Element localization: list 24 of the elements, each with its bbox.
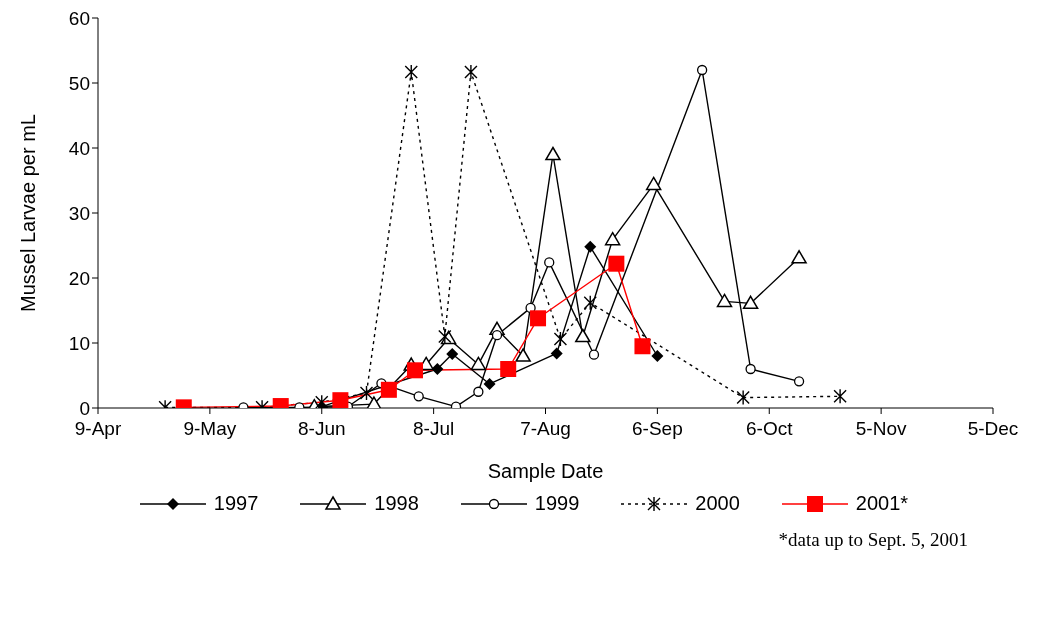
x-tick-label: 9-Apr bbox=[74, 418, 122, 440]
y-tick-label: 0 bbox=[79, 397, 90, 419]
legend-label: 1998 bbox=[374, 492, 419, 515]
x-tick-label: 8-Jul bbox=[413, 418, 455, 440]
y-tick-label: 20 bbox=[68, 267, 90, 289]
y-axis-title: Mussel Larvae per mL bbox=[17, 114, 40, 312]
x-tick-label: 9-May bbox=[183, 418, 237, 440]
y-tick-label: 30 bbox=[68, 202, 90, 224]
x-tick-label: 5-Dec bbox=[967, 418, 1019, 440]
x-tick-label: 7-Aug bbox=[520, 418, 571, 440]
y-tick-label: 10 bbox=[68, 332, 90, 354]
y-tick-label: 60 bbox=[68, 7, 90, 29]
legend-label: 2001* bbox=[855, 492, 909, 515]
legend-label: 1997 bbox=[213, 492, 259, 515]
x-tick-label: 6-Oct bbox=[746, 418, 794, 440]
x-tick-label: 8-Jun bbox=[297, 418, 346, 440]
x-tick-label: 5-Nov bbox=[855, 418, 907, 440]
legend-label: 1999 bbox=[534, 492, 580, 515]
text: *data up to Sept. 5, 2001 bbox=[777, 529, 969, 551]
y-tick-label: 40 bbox=[68, 137, 90, 159]
x-tick-label: 6-Sep bbox=[632, 418, 683, 440]
y-tick-label: 50 bbox=[68, 72, 90, 94]
x-axis-title: Sample Date bbox=[487, 460, 604, 482]
legend-label: 2000 bbox=[695, 492, 740, 515]
